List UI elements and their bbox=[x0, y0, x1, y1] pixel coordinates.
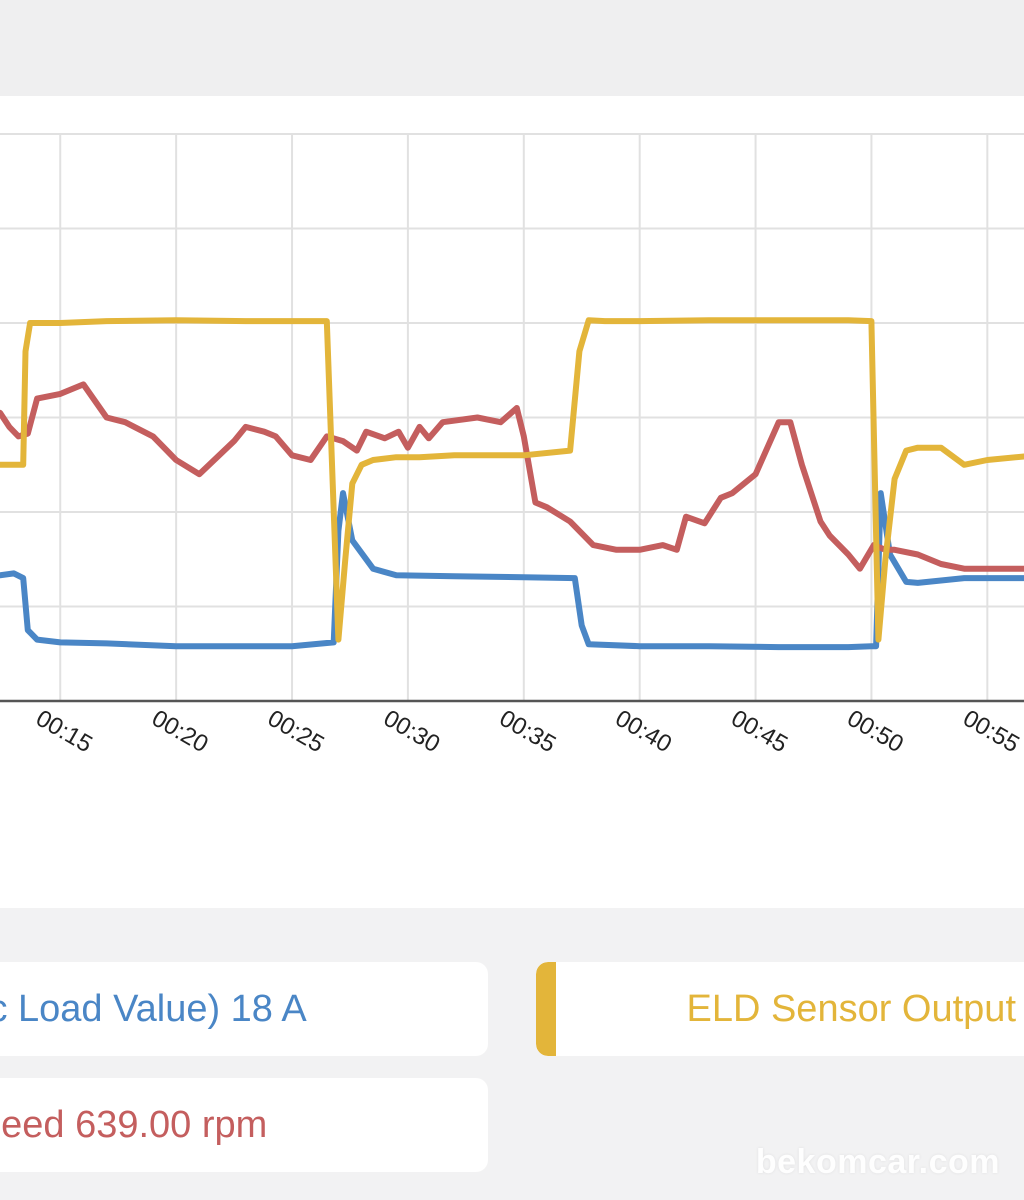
x-tick-label: 00:45 bbox=[727, 705, 793, 758]
x-tick-label: 00:50 bbox=[842, 705, 908, 758]
series-line-load bbox=[0, 490, 1024, 651]
chart-x-axis: 00:15 00:20 00:25 00:30 00:35 00:40 00:45 00:50… bbox=[0, 699, 1024, 758]
top-bar bbox=[0, 0, 1024, 72]
chart-grid bbox=[0, 133, 1024, 701]
series-line-rpm bbox=[0, 381, 1024, 572]
x-tick-label: 00:40 bbox=[611, 705, 677, 758]
legend-label-load: ic Load Value) 18 A bbox=[0, 987, 307, 1030]
legend-item-eld[interactable]: ELD Sensor Output bbox=[536, 962, 1024, 1056]
line-chart: 00:15 00:20 00:25 00:30 00:35 00:40 00:45 00:50… bbox=[0, 133, 1024, 758]
x-tick-label: 00:35 bbox=[495, 705, 561, 758]
legend-label-rpm: peed 639.00 rpm bbox=[0, 1103, 268, 1146]
chart-card: 00:15 00:20 00:25 00:30 00:35 00:40 00:45 00:50… bbox=[0, 96, 1024, 908]
x-tick-label: 00:30 bbox=[379, 705, 445, 758]
legend-label-eld: ELD Sensor Output bbox=[686, 987, 1016, 1030]
chart-series bbox=[0, 317, 1024, 651]
legend-item-rpm[interactable]: peed 639.00 rpm bbox=[0, 1078, 488, 1172]
x-tick-label: 00:15 bbox=[31, 705, 97, 758]
watermark: bekomcar.com bbox=[755, 1143, 1000, 1181]
legend-swatch-eld bbox=[536, 962, 556, 1056]
x-tick-label: 00:20 bbox=[147, 705, 213, 758]
series-line-eld bbox=[0, 317, 1024, 643]
x-tick-label: 00:55 bbox=[958, 705, 1024, 758]
x-tick-label: 00:25 bbox=[263, 705, 329, 758]
legend-item-load[interactable]: ic Load Value) 18 A bbox=[0, 962, 488, 1056]
